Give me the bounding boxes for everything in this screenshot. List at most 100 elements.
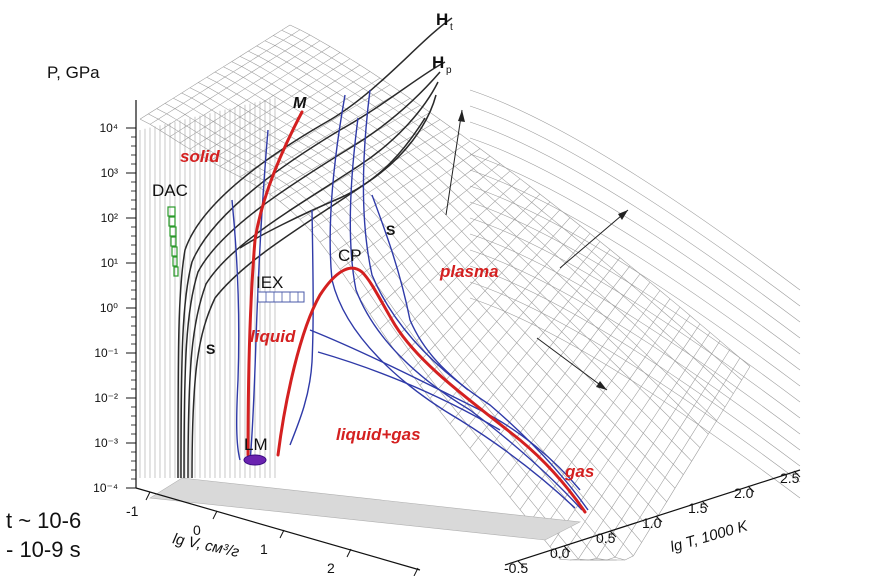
mesh-line-plasma [469,249,801,451]
mesh-line-plasma [469,201,801,403]
liquid-metal-label: LM [244,435,268,454]
temperature-tick-mark [701,500,709,508]
time-note-line-2: - 10-9 s [6,537,81,562]
temperature-tick-mark [655,515,663,523]
hugoniot-curve-3 [183,71,441,479]
mesh-line-volume [329,148,481,256]
pressure-tick-label: 10⁻² [94,391,118,405]
temperature-axis [504,469,801,566]
pressure-tick-label: 10² [101,211,118,225]
phase-boundaries [246,110,587,514]
mesh-line-plasma [469,281,801,483]
time-note-line-1: t ~ 10-6 [6,508,81,533]
hugoniot-curve-4 [187,81,439,479]
temperature-tick-mark [747,485,755,493]
mesh-line-plasma [469,185,801,387]
pressure-tick-label: 10⁻¹ [94,346,118,360]
mesh-line-temperature [264,40,726,408]
mesh-line-volume [359,170,511,300]
hugoniot-curve-1 [177,17,453,479]
isentrope-8 [309,329,581,491]
isentrope-5 [349,117,583,511]
mesh-line-volume [449,241,601,424]
hugoniot-t-subscript: t [450,22,453,33]
volume-ticks: -10123 [126,491,419,576]
mesh-line-volume [379,186,531,330]
volume-tick-mark [279,529,285,539]
isentrope-1 [231,199,241,461]
temperature-tick-label: 2.0 [734,485,754,501]
mesh-line-volume [519,298,671,510]
iex-marker [257,291,305,303]
mesh-line-volume [149,29,301,125]
temperature-tick-mark [793,470,801,478]
mesh-line-plasma [469,217,801,419]
volume-tick-label: 0 [193,522,201,538]
pressure-ticks: 10⁴ 10³ 10² 10¹ 10⁰ 10⁻¹ 10⁻² 10⁻³ 10⁻⁴ [93,121,136,495]
arrow-up [445,109,463,216]
mesh-line-plasma [469,297,801,499]
volume-tick-mark [212,510,218,520]
binodal-curve [276,266,587,514]
mesh-line-volume [559,332,711,560]
region-label-solid: solid [180,147,220,166]
mesh-line-volume [159,34,311,131]
pressure-tick-label: 10⁰ [100,301,118,315]
mesh-line-volume [489,273,641,473]
mesh-line-volume [590,357,741,561]
isentrope-3 [289,209,314,446]
mesh-line-volume [319,140,471,243]
isentrope-7 [371,194,469,391]
temperature-tick-label: 0.5 [596,530,616,546]
mesh-line-volume [249,91,401,183]
mesh-line-volume [419,217,571,386]
hugoniot-curve-5 [191,94,437,479]
temperature-axis-title: lg T, 1000 K [668,517,750,556]
mesh-line-volume [459,249,611,437]
volume-tick-mark [346,548,352,558]
pressure-tick-label: 10⁻⁴ [93,481,118,495]
mesh-line-volume [389,193,541,344]
mesh-line-volume [569,340,721,561]
mesh-line-volume [580,349,731,561]
mesh-line-volume [469,257,621,449]
mesh-line-volume [499,282,651,486]
temperature-tick-label: -0.5 [504,560,528,576]
volume-tick-mark [413,567,419,576]
mesh-line-volume [309,133,461,231]
mesh-line-volume [139,24,291,120]
isentrope-2 [249,129,269,463]
mesh-line-volume [600,366,751,561]
temperature-tick-mark [517,560,525,568]
mesh-line-plasma [469,105,801,307]
hugoniot-p-subscript: p [446,65,452,76]
isentrope-6 [362,89,589,511]
region-label-liquid-gas: liquid+gas [336,425,421,444]
pressure-axis-title: P, GPa [47,63,100,82]
isentrope-4 [329,94,576,509]
region-label-gas: gas [564,462,594,481]
arrow-right-up [559,209,629,269]
arrow-right-down [536,337,608,391]
mesh-line-plasma [469,121,801,323]
mesh-line-volume [409,209,561,373]
mesh-line-temperature [248,50,709,435]
mesh-line-volume [429,225,581,399]
axes [135,100,801,571]
iex-label: IEX [256,273,283,292]
pressure-tick-label: 10⁻³ [94,436,118,450]
surface-mesh [139,24,801,561]
region-label-liquid: liquid [250,327,296,346]
dac-label: DAC [152,181,188,200]
pressure-tick-label: 10³ [101,166,118,180]
temperature-tick-label: 1.0 [642,515,662,531]
melting-curve [246,110,304,457]
hugoniot-p-label: H [432,53,444,72]
mesh-line-plasma [469,233,801,435]
temperature-ticks: -0.5 0.0 0.5 1.0 1.5 2.0 2.5 [504,470,801,576]
critical-point-label: CP [338,246,362,265]
mesh-line-volume [349,163,501,285]
mesh-line-volume [259,98,411,189]
isentrope-curves [231,89,589,511]
volume-floor [149,477,582,541]
